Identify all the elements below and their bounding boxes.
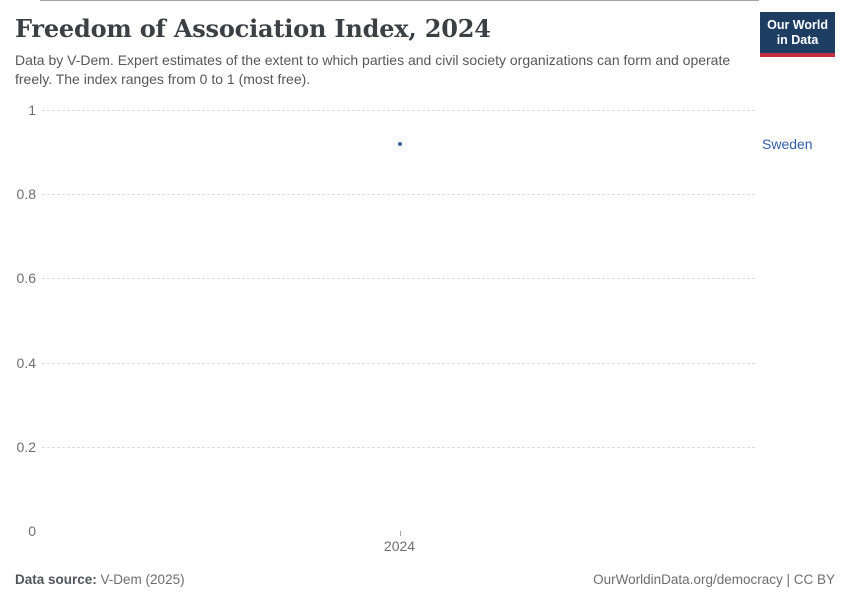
gridline-0.6 (42, 278, 755, 280)
y-tick-label-0.2: 0.2 (16, 438, 36, 455)
entity-label-sweden[interactable]: Sweden (762, 135, 813, 152)
y-tick-label-0.8: 0.8 (16, 186, 36, 203)
x-axis-line (40, 0, 759, 1)
gridline-1 (42, 110, 755, 111)
owid-logo-line1: Our World (767, 18, 828, 32)
gridline-0.8 (42, 194, 755, 196)
gridline-0.4 (42, 362, 755, 364)
data-source: Data source: V-Dem (2025) (15, 572, 185, 587)
owid-logo-line2: in Data (776, 33, 819, 48)
y-tick-label-0.4: 0.4 (16, 354, 36, 371)
chart-footer: Data source: V-Dem (2025) OurWorldinData… (15, 572, 835, 587)
chart-subtitle: Data by V-Dem. Expert estimates of the e… (15, 52, 731, 87)
chart-title: Freedom of Association Index, 2024 (15, 14, 491, 43)
y-tick-label-0.6: 0.6 (16, 270, 36, 287)
y-tick-label-0: 0 (28, 523, 36, 539)
credit-link[interactable]: OurWorldinData.org/democracy | CC BY (593, 572, 835, 587)
chart-header: Freedom of Association Index, 2024 Data … (15, 14, 755, 89)
data-source-value: V-Dem (2025) (100, 572, 185, 587)
data-source-label: Data source: (15, 572, 97, 587)
x-axis-tick (399, 531, 401, 536)
gridline-0.2 (42, 446, 755, 448)
owid-logo[interactable]: Our World in Data (760, 12, 835, 57)
y-tick-label-1: 1 (28, 102, 36, 118)
data-point-sweden[interactable] (397, 141, 402, 146)
x-tick-label: 2024 (383, 538, 416, 554)
